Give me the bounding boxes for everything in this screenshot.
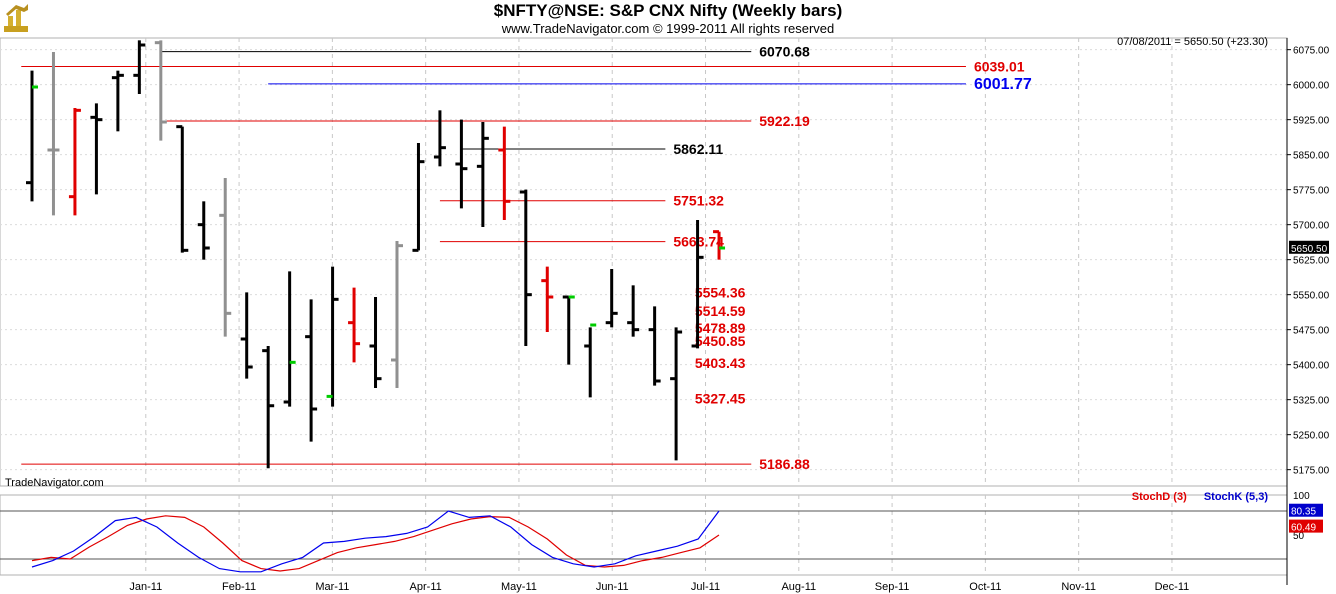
y-tick-label: 5400.00 [1293,361,1330,372]
x-tick-label: Dec-11 [1155,581,1190,593]
ohlc-bar [133,40,146,94]
x-tick-label: Feb-11 [222,581,256,593]
ohlc-bar [627,285,640,337]
ohlc-bar [541,266,554,332]
x-tick-label: Nov-11 [1061,581,1096,593]
x-tick-label: Aug-11 [781,581,816,593]
axes: Jan-11 Feb-11 Mar-11 Apr-11 May-11 Jun-11 Jul-… [129,38,1330,593]
stoch-k-value: 80.35 [1291,507,1316,518]
last-price-label: 5650.50 [1291,244,1328,255]
y-tick-label: 5550.00 [1293,291,1330,302]
level-label: 5478.89 [695,320,746,336]
ohlc-bar [262,346,275,469]
y-tick-label: 5775.00 [1293,186,1330,197]
ohlc-bar [111,70,124,132]
ohlc-bar [670,327,683,461]
chart-grid [0,37,1288,576]
ohlc-bar [648,306,661,386]
level-label: 5922.19 [759,113,810,129]
stochastic-panel [0,510,1287,573]
y-tick-label: 5850.00 [1293,151,1330,162]
level-label: 5514.59 [695,303,746,319]
stoch-k-box [1289,503,1323,517]
ohlc-bar [519,189,532,346]
level-label: 5327.45 [695,391,746,407]
ohlc-bar [154,40,167,141]
level-label: 5554.36 [695,285,746,301]
stoch-d-box [1289,519,1323,533]
x-tick-label: Sep-11 [875,581,910,593]
stoch-series-d [31,515,720,572]
ohlc-bar [691,220,704,349]
stoch-frame [0,494,1288,576]
stoch-legend: StochD (3) StochK (5,3) [1132,491,1268,503]
y-tick-label: 5925.00 [1293,116,1330,127]
ohlc-bar [176,125,189,253]
level-label: 5450.85 [695,333,746,349]
x-tick-label: Apr-11 [410,581,442,593]
level-label: 5751.32 [673,193,724,209]
ohlc-bar [283,271,296,407]
ohlc-bars [26,40,726,469]
x-tick-label: Oct-11 [969,581,1001,593]
source-label: TradeNavigator.com [5,477,104,489]
level-label: 6070.68 [759,44,810,60]
ohlc-bar [412,143,425,252]
ohlc-bar [26,70,38,202]
y-tick-label: 6000.00 [1293,81,1330,92]
level-label: 5186.88 [759,456,810,472]
ohlc-bar [305,299,318,442]
x-tick-label: Jul-11 [691,581,720,593]
ohlc-bar [605,269,618,328]
fib-levels: 6070.68 6039.01 6001.77 5922.19 5862.11 5751.… [21,44,1032,472]
level-label: 5403.43 [695,355,746,371]
ohlc-bar [713,230,726,260]
y-tick-label: 5325.00 [1293,396,1330,407]
level-label: 6001.77 [974,76,1032,93]
y-tick-label: 5250.00 [1293,431,1330,442]
ohlc-bar [476,122,489,227]
x-tick-label: Jan-11 [129,581,162,593]
trade-navigator-logo [4,4,28,32]
ohlc-bar [390,241,403,388]
stoch-series-k [31,510,720,573]
ohlc-bar [455,119,468,209]
stoch-tick-label: 100 [1293,491,1310,502]
ohlc-bar [562,295,575,365]
x-tick-label: Mar-11 [315,581,349,593]
price-frame [0,37,1288,487]
y-tick-label: 5700.00 [1293,221,1330,232]
ohlc-bar [584,323,597,398]
y-tick-label: 5175.00 [1293,466,1330,477]
ohlc-bar [240,292,253,379]
ohlc-bar [90,103,103,195]
ohlc-bar [47,52,60,216]
copyright-text: www.TradeNavigator.com © 1999-2011 All r… [501,21,835,36]
x-tick-label: Jun-11 [596,581,629,593]
chart-title: $NFTY@NSE: S&P CNX Nifty (Weekly bars) [493,1,843,20]
ohlc-bar [433,110,446,167]
ohlc-bar [369,297,382,388]
ohlc-bar [219,178,232,337]
level-label: 5862.11 [673,141,723,157]
ohlc-bar [326,266,339,407]
ohlc-bar [68,108,81,216]
y-tick-label: 5475.00 [1293,326,1330,337]
ohlc-bar [197,201,210,260]
stoch-d-value: 60.49 [1291,523,1316,534]
y-tick-label: 6075.00 [1293,46,1330,57]
ohlc-bar [498,126,511,220]
stoch-d-legend: StochD (3) [1131,491,1187,503]
ohlc-bar [348,287,361,363]
stoch-tick-label: 50 [1293,531,1305,542]
last-quote: 07/08/2011 = 5650.50 (+23.30) [1117,36,1268,48]
last-price-box [1289,240,1329,254]
stoch-k-legend: StochK (5,3) [1203,491,1268,503]
x-tick-label: May-11 [501,581,537,593]
level-label: 6039.01 [974,58,1025,74]
y-tick-label: 5625.00 [1293,256,1330,267]
